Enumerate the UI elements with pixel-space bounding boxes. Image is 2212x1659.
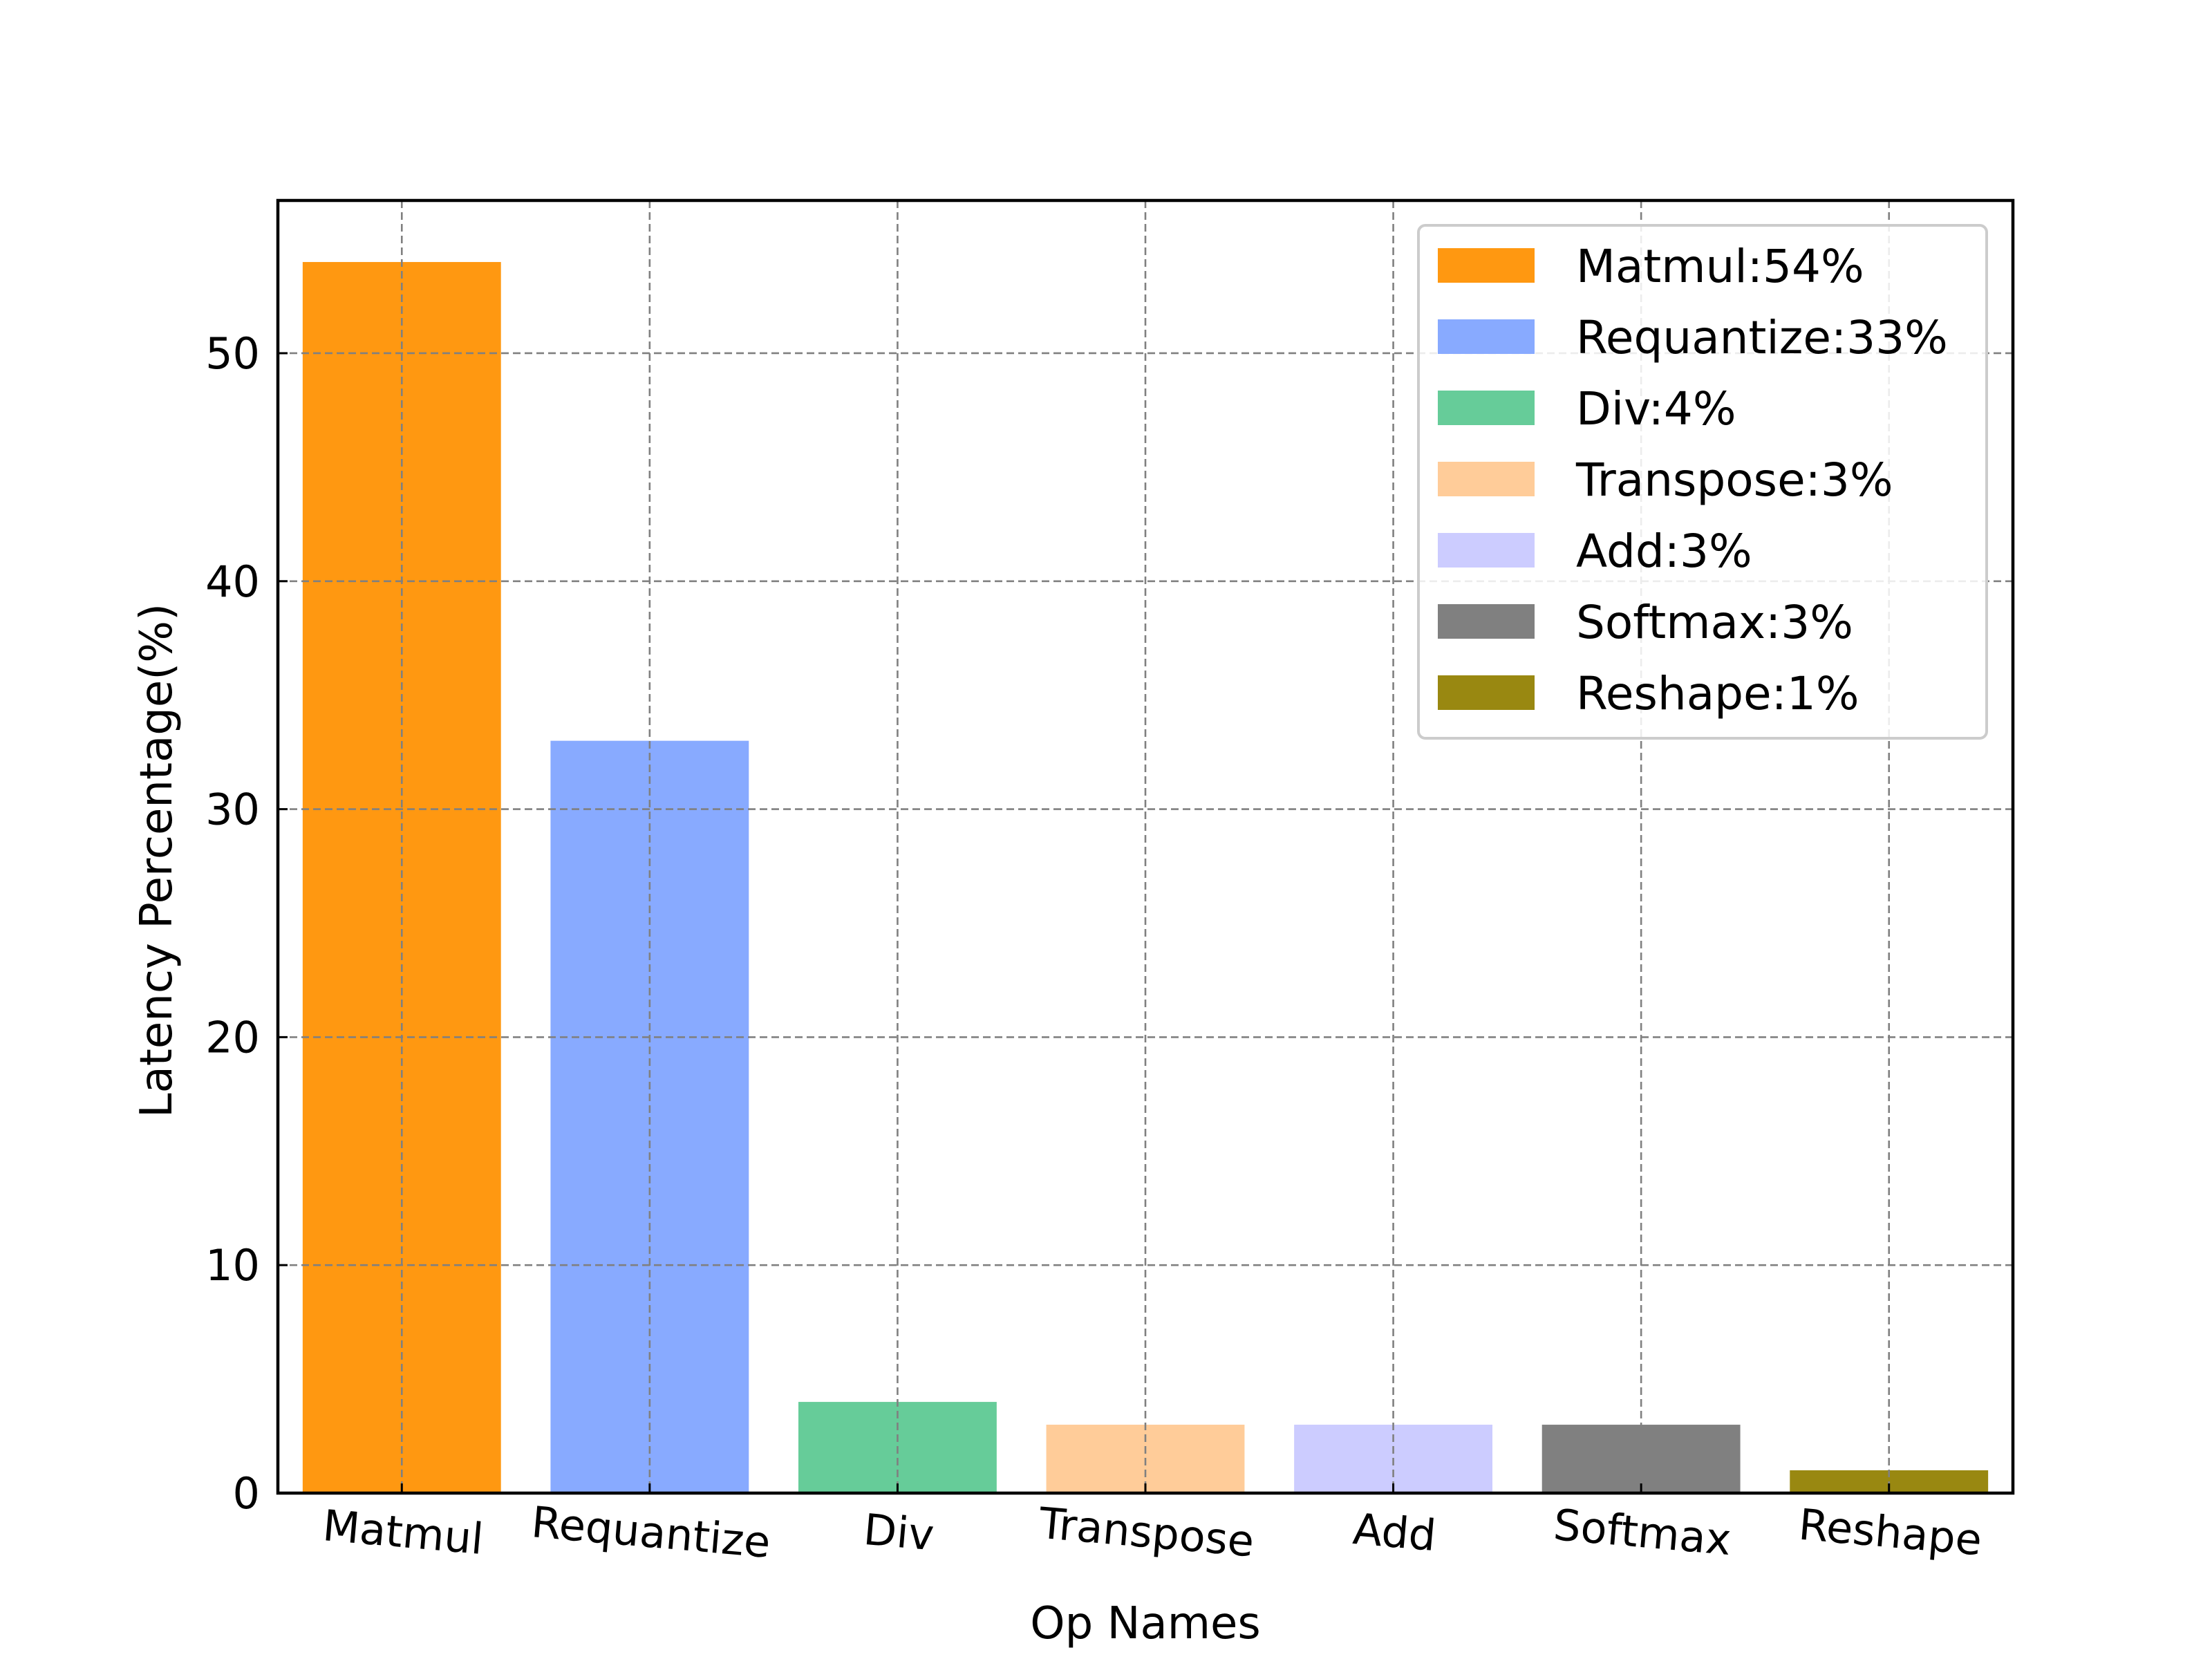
legend-label-matmul: Matmul:54% — [1576, 240, 1864, 293]
legend-label-softmax: Softmax:3% — [1576, 596, 1853, 649]
grid-lines — [278, 200, 2013, 1493]
legend-swatch-softmax — [1438, 604, 1535, 639]
y-tick-labels: 0 10 20 30 40 50 — [205, 328, 260, 1519]
x-tick-label-div: Div — [861, 1504, 936, 1561]
legend-swatch-reshape — [1438, 675, 1535, 710]
tick-marks — [278, 352, 1891, 1494]
legend-swatch-div — [1438, 391, 1535, 425]
y-tick-label-40: 40 — [205, 556, 260, 607]
x-tick-label-add: Add — [1351, 1503, 1438, 1561]
legend-label-reshape: Reshape:1% — [1576, 667, 1859, 720]
legend-label-transpose: Transpose:3% — [1575, 453, 1893, 507]
legend-label-add: Add:3% — [1576, 525, 1752, 578]
legend-label-requantize: Requantize:33% — [1576, 311, 1948, 364]
legend-swatch-matmul — [1438, 248, 1535, 283]
legend-swatch-requantize — [1438, 319, 1535, 354]
legend: Matmul:54% Requantize:33% Div:4% Transpose:… — [1417, 224, 1988, 740]
y-tick-label-10: 10 — [205, 1240, 260, 1291]
legend-swatch-add — [1438, 533, 1535, 568]
y-axis-label: Latency Percentage(%) — [131, 603, 182, 1118]
legend-label-div: Div:4% — [1576, 382, 1736, 435]
x-axis-label: Op Names — [1030, 1598, 1261, 1649]
y-tick-label-0: 0 — [233, 1468, 260, 1519]
legend-swatch-transpose — [1438, 462, 1535, 496]
y-tick-label-50: 50 — [205, 328, 260, 379]
y-tick-label-30: 30 — [205, 785, 260, 835]
y-tick-label-20: 20 — [205, 1012, 260, 1062]
legend-box — [1417, 224, 1988, 740]
